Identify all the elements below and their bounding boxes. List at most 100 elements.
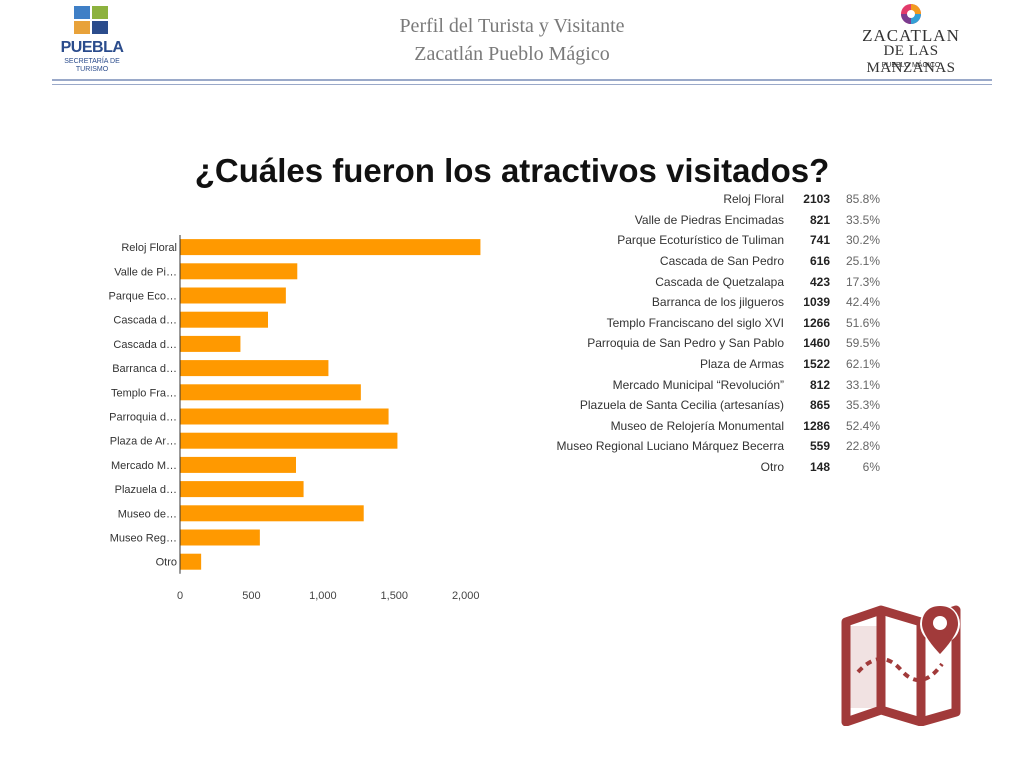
- puebla-logo-subtitle: SECRETARÍA DE TURISMO: [64, 58, 120, 73]
- category-label: Templo Fra…: [111, 387, 177, 399]
- bar: [180, 529, 260, 546]
- x-tick-label: 1,000: [309, 590, 337, 602]
- table-row: Parque Ecoturístico de Tuliman 741 30.2%: [530, 230, 880, 251]
- bar: [180, 311, 268, 328]
- x-tick-label: 2,000: [452, 590, 480, 602]
- row-label: Museo de Relojería Monumental: [610, 418, 784, 433]
- category-label: Museo de…: [118, 508, 177, 520]
- puebla-logo-name: PUEBLA: [60, 39, 124, 56]
- table-row: Cascada de San Pedro 616 25.1%: [530, 251, 880, 272]
- category-label: Cascada d…: [113, 339, 177, 351]
- bar: [180, 408, 389, 425]
- table-row: Barranca de los jilgueros 1039 42.4%: [530, 292, 880, 313]
- row-label: Plaza de Armas: [699, 357, 784, 372]
- table-row: Valle de Piedras Encimadas 821 33.5%: [530, 210, 880, 231]
- table-row: Plazuela de Santa Cecilia (artesanías) 86…: [530, 395, 880, 416]
- row-label: Otro: [760, 460, 784, 475]
- bar: [180, 287, 286, 304]
- row-count: 148: [809, 460, 830, 475]
- row-count: 1266: [803, 315, 830, 330]
- category-label: Valle de Pi…: [114, 266, 177, 278]
- row-count: 559: [809, 439, 830, 454]
- bar: [180, 553, 202, 570]
- row-percent: 59.5%: [845, 336, 880, 351]
- row-label: Reloj Floral: [723, 192, 784, 207]
- slide-question: ¿Cuáles fueron los atractivos visitados?: [194, 152, 830, 189]
- header-line-1: Perfil del Turista y Visitante: [399, 15, 625, 37]
- row-percent: 33.5%: [845, 212, 880, 227]
- bar: [180, 263, 298, 280]
- table-row: Reloj Floral 2103 85.8%: [530, 189, 880, 210]
- bar: [180, 432, 398, 449]
- row-percent: 22.8%: [845, 439, 880, 454]
- zacatlan-logo-swirl: [901, 4, 921, 24]
- table-row: Mercado Municipal “Revolución” 812 33.1%: [530, 374, 880, 395]
- category-label: Mercado M…: [111, 460, 177, 472]
- header-divider: [52, 79, 992, 81]
- table-row: Plaza de Armas 1522 62.1%: [530, 354, 880, 375]
- category-label: Reloj Floral: [121, 242, 177, 254]
- row-percent: 42.4%: [845, 295, 880, 310]
- category-label: Otro: [156, 557, 177, 569]
- bar: [180, 335, 241, 352]
- row-count: 2103: [803, 192, 830, 207]
- category-label: Plaza de Ar…: [110, 436, 177, 448]
- row-percent: 52.4%: [845, 418, 880, 433]
- zacatlan-logo: ZACATLAN DE LAS MANZANAS PUEBLO MÁGICO: [848, 2, 974, 76]
- row-count: 423: [809, 274, 830, 289]
- category-label: Museo Reg…: [110, 533, 177, 545]
- row-count: 1522: [803, 357, 830, 372]
- results-table: Reloj Floral 2103 85.8% Valle de Piedras En…: [530, 189, 880, 477]
- bar: [180, 481, 304, 498]
- row-percent: 62.1%: [845, 357, 880, 372]
- row-label: Cascada de Quetzalapa: [655, 274, 784, 289]
- bar: [180, 505, 364, 522]
- zacatlan-logo-line-2: DE LAS MANZANAS: [866, 43, 956, 76]
- row-percent: 85.8%: [845, 192, 880, 207]
- table-row: Cascada de Quetzalapa 423 17.3%: [530, 271, 880, 292]
- bar: [180, 360, 329, 377]
- row-percent: 6%: [862, 460, 880, 475]
- bar: [180, 456, 296, 473]
- row-label: Barranca de los jilgueros: [651, 295, 784, 310]
- x-tick-label: 500: [242, 590, 260, 602]
- puebla-logo-mark: [74, 6, 110, 36]
- row-percent: 33.1%: [845, 377, 880, 392]
- table-row: Parroquia de San Pedro y San Pablo 1460 59…: [530, 333, 880, 354]
- row-label: Parroquia de San Pedro y San Pablo: [587, 336, 784, 351]
- zacatlan-logo-line-3: PUEBLO MÁGICO: [881, 62, 941, 69]
- table-row: Templo Franciscano del siglo XVI 1266 51.6…: [530, 313, 880, 334]
- bar-chart: Reloj Floral Valle de Pi… Parque Eco… Casca…: [109, 235, 481, 602]
- header-divider-thin: [52, 84, 992, 85]
- row-label: Parque Ecoturístico de Tuliman: [617, 233, 784, 248]
- row-count: 821: [809, 212, 830, 227]
- row-label: Plazuela de Santa Cecilia (artesanías): [579, 398, 784, 413]
- bar: [180, 384, 361, 401]
- page-header-title: Perfil del Turista y Visitante Zacatlán …: [0, 12, 1024, 68]
- x-tick-label: 1,500: [381, 590, 409, 602]
- row-label: Mercado Municipal “Revolución”: [612, 377, 784, 392]
- category-label: Cascada d…: [113, 315, 177, 327]
- row-percent: 30.2%: [845, 233, 880, 248]
- x-tick-label: 0: [177, 590, 183, 602]
- row-count: 865: [809, 398, 830, 413]
- category-label: Parque Eco…: [109, 291, 177, 303]
- category-label: Plazuela d…: [115, 484, 177, 496]
- bar: [180, 239, 481, 256]
- row-percent: 35.3%: [845, 398, 880, 413]
- table-row: Otro 148 6%: [530, 457, 880, 478]
- zacatlan-logo-line-1: ZACATLAN: [862, 26, 960, 45]
- header-line-2: Zacatlán Pueblo Mágico: [414, 43, 610, 65]
- table-row: Museo Regional Luciano Márquez Becerra 55…: [530, 436, 880, 457]
- row-count: 812: [809, 377, 830, 392]
- row-label: Templo Franciscano del siglo XVI: [606, 315, 784, 330]
- row-label: Cascada de San Pedro: [659, 254, 784, 269]
- row-label: Valle de Piedras Encimadas: [634, 212, 784, 227]
- puebla-logo: PUEBLA SECRETARÍA DE TURISMO: [56, 6, 128, 78]
- table-row: Museo de Relojería Monumental 1286 52.4%: [530, 416, 880, 437]
- row-percent: 17.3%: [845, 274, 880, 289]
- row-count: 1039: [803, 295, 830, 310]
- row-percent: 25.1%: [845, 254, 880, 269]
- row-label: Museo Regional Luciano Márquez Becerra: [556, 439, 784, 454]
- row-percent: 51.6%: [845, 315, 880, 330]
